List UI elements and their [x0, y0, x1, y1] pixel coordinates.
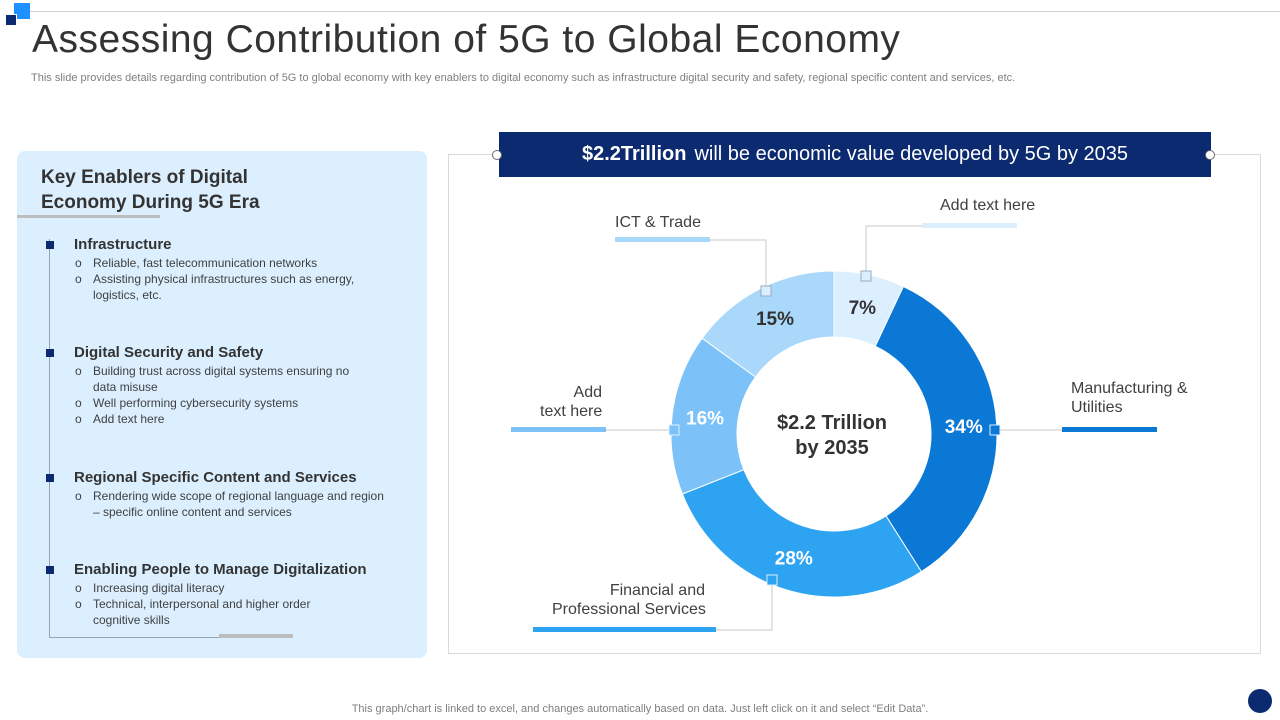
enabler-title: Regional Specific Content and Services	[74, 469, 357, 486]
enabler-bullets: Reliable, fast telecommunication network…	[74, 255, 394, 303]
callout-financial-line2: Professional Services	[552, 601, 706, 618]
callout-add-text-left: Add text here	[540, 383, 602, 421]
enabler-bullet: Increasing digital literacy	[74, 580, 394, 596]
economic-value-banner: $2.2Trillion will be economic value deve…	[499, 132, 1211, 177]
donut-value-labels: 7% 34% 28% 16% 15%	[686, 298, 983, 570]
connector-node	[760, 285, 772, 297]
timeline-accent-bar	[219, 634, 293, 638]
donut-slice	[701, 270, 835, 378]
timeline-base	[49, 637, 293, 638]
callout-bar-add-text-left	[511, 427, 606, 432]
enabler-bullet: Add text here	[74, 411, 394, 427]
timeline-line	[49, 239, 50, 637]
panel-title-line1: Key Enablers of Digital	[41, 167, 248, 188]
corner-square-dark	[5, 14, 17, 26]
callout-add-text-left-line2: text here	[540, 403, 603, 420]
panel-title-underline	[17, 215, 160, 218]
slide-subtitle: This slide provides details regarding co…	[31, 72, 1016, 84]
donut-center-line1: $2.2 Trillion	[777, 412, 887, 434]
callout-ict-trade: ICT & Trade	[615, 214, 701, 231]
connector-node	[766, 574, 778, 586]
connector-node	[989, 424, 1001, 436]
donut-value-label: 28%	[775, 549, 813, 570]
bullet-square-icon	[46, 474, 54, 482]
callout-add-text-left-line1: Add	[573, 384, 602, 401]
callout-bar-manufacturing	[1062, 427, 1157, 432]
banner-text: will be economic value developed by 5G b…	[694, 143, 1129, 165]
connector-financial	[716, 580, 773, 631]
enabler-bullet: Technical, interpersonal and higher orde…	[74, 596, 354, 628]
corner-circle	[1248, 689, 1272, 713]
callout-financial-line1: Financial and	[609, 582, 705, 599]
donut-slice	[681, 469, 923, 598]
enabler-bullets: Building trust across digital systems en…	[74, 363, 394, 427]
corner-square-light	[14, 3, 30, 19]
key-enablers-panel: Key Enablers of Digital Economy During 5…	[17, 151, 427, 658]
banner-bold-value: $2.2Trillion	[581, 143, 687, 165]
enabler-bullets: Rendering wide scope of regional languag…	[74, 488, 394, 520]
enabler-bullets: Increasing digital literacy Technical, i…	[74, 580, 394, 628]
donut-slice	[874, 285, 998, 573]
callout-financial: Financial and Professional Services	[552, 581, 706, 619]
connector-ict-trade	[710, 239, 767, 291]
callout-manufacturing-line1: Manufacturing &	[1071, 380, 1188, 397]
callout-add-text-top: Add text here	[940, 197, 1036, 214]
callout-bar-ict-trade	[615, 237, 710, 242]
connector-node	[860, 270, 872, 282]
enabler-bullet: Reliable, fast telecommunication network…	[74, 255, 394, 271]
enabler-title: Infrastructure	[74, 236, 172, 253]
panel-title-line2: Economy During 5G Era	[41, 192, 260, 213]
bullet-square-icon	[46, 241, 54, 249]
enabler-bullet: Well performing cybersecurity systems	[74, 395, 394, 411]
footer-note: This graph/chart is linked to excel, and…	[351, 703, 929, 715]
enabler-bullet: Rendering wide scope of regional languag…	[74, 488, 384, 520]
enabler-bullet: Assisting physical infrastructures such …	[74, 271, 394, 303]
banner-right-dot	[1205, 150, 1215, 160]
donut-center-line2: by 2035	[795, 437, 868, 459]
bullet-square-icon	[46, 349, 54, 357]
callout-manufacturing-line2: Utilities	[1071, 399, 1123, 416]
donut-value-label: 7%	[849, 298, 877, 319]
donut-value-label: 15%	[756, 309, 794, 330]
connector-node	[668, 424, 680, 436]
callout-bar-add-text-top	[922, 223, 1017, 228]
enabler-title: Digital Security and Safety	[74, 344, 264, 361]
donut-value-label: 34%	[945, 417, 983, 438]
bullet-square-icon	[46, 566, 54, 574]
panel-title: Key Enablers of Digital Economy During 5…	[41, 165, 260, 215]
donut-value-label: 16%	[686, 409, 724, 430]
donut-slices	[670, 270, 998, 598]
callout-connectors	[606, 225, 1062, 631]
enabler-bullet: Building trust across digital systems en…	[74, 363, 364, 395]
enabler-title: Enabling People to Manage Digitalization	[74, 561, 367, 578]
top-rule	[28, 11, 1280, 12]
banner-left-dot	[492, 150, 502, 160]
slide-title: Assessing Contribution of 5G to Global E…	[32, 18, 901, 61]
callout-manufacturing: Manufacturing & Utilities	[1071, 379, 1188, 417]
callout-bar-financial	[533, 627, 716, 632]
connector-add-text-top	[865, 225, 922, 276]
